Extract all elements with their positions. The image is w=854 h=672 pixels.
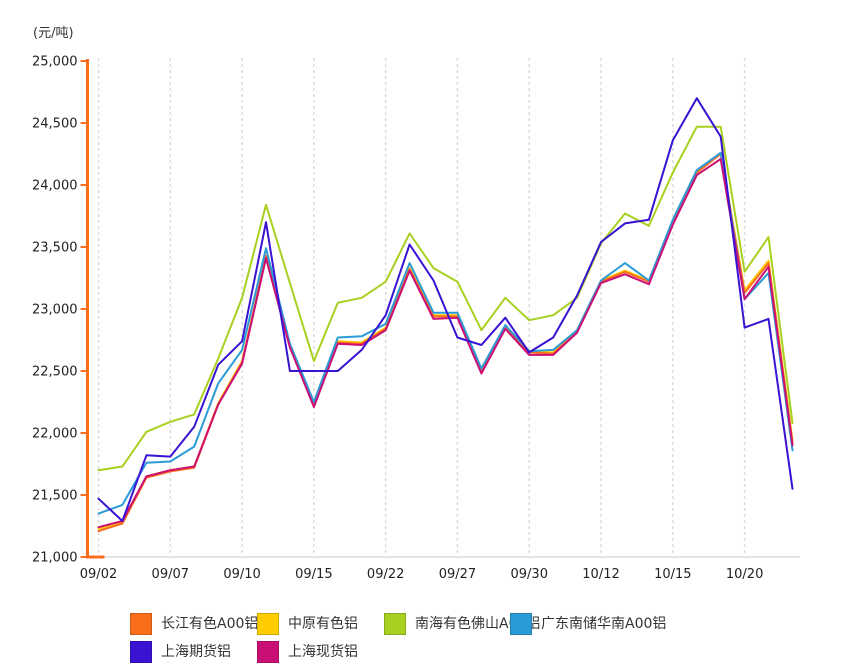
y-tick-label: 22,000 xyxy=(32,427,78,442)
x-tick-label: 09/27 xyxy=(439,567,476,582)
legend-item-zhongyuan: 中原有色铝 xyxy=(257,612,358,636)
legend-swatch-icon xyxy=(384,613,406,635)
legend-item-nanhai-foshan: 南海有色佛山A00铝 xyxy=(384,612,540,636)
y-tick-label: 23,500 xyxy=(32,241,78,256)
legend-item-shanghai-spot: 上海现货铝 xyxy=(257,640,358,664)
y-tick-label: 24,500 xyxy=(32,117,78,132)
legend-label: 广东南储华南A00铝 xyxy=(541,616,667,632)
y-tick-label: 21,000 xyxy=(32,551,78,566)
shanghai-spot-line xyxy=(97,158,794,529)
legend-label: 中原有色铝 xyxy=(288,616,358,632)
x-tick-label: 09/22 xyxy=(367,567,404,582)
x-tick-label: 10/15 xyxy=(654,567,691,582)
legend-item-changjiang-a00: 长江有色A00铝 xyxy=(130,612,258,636)
x-tick-label: 10/12 xyxy=(582,567,619,582)
x-tick-label: 09/30 xyxy=(511,567,548,582)
legend-label: 上海期货铝 xyxy=(161,644,231,660)
nanhai-foshan-line xyxy=(97,125,794,472)
x-tick-label: 10/20 xyxy=(726,567,763,582)
y-tick-label: 21,500 xyxy=(32,489,78,504)
legend-swatch-icon xyxy=(130,613,152,635)
x-tick-label: 09/10 xyxy=(223,567,260,582)
y-tick-label: 25,000 xyxy=(32,55,78,70)
shanghai-futures-line xyxy=(97,97,794,522)
guangdong-nanchu-line xyxy=(97,151,794,515)
x-tick-label: 09/15 xyxy=(295,567,332,582)
legend-swatch-icon xyxy=(257,641,279,663)
x-tick-label: 09/07 xyxy=(152,567,189,582)
chart-legend: 长江有色A00铝 中原有色铝 南海有色佛山A00铝 广东南储华南A00铝上海期货铝 上海… xyxy=(0,604,854,666)
y-tick-label: 22,500 xyxy=(32,365,78,380)
legend-swatch-icon xyxy=(510,613,532,635)
changjiang-a00-line xyxy=(97,153,794,532)
legend-swatch-icon xyxy=(130,641,152,663)
legend-label: 上海现货铝 xyxy=(288,644,358,660)
x-tick-label: 09/02 xyxy=(80,567,117,582)
y-tick-label: 23,000 xyxy=(32,303,78,318)
y-axis-unit-label: (元/吨) xyxy=(33,26,74,41)
legend-item-guangdong-nanchu: 广东南储华南A00铝 xyxy=(510,612,666,636)
zhongyuan-line xyxy=(97,151,794,530)
y-tick-label: 24,000 xyxy=(32,179,78,194)
legend-label: 南海有色佛山A00铝 xyxy=(415,616,541,632)
legend-swatch-icon xyxy=(257,613,279,635)
legend-item-shanghai-futures: 上海期货铝 xyxy=(130,640,231,664)
legend-label: 长江有色A00铝 xyxy=(161,616,259,632)
